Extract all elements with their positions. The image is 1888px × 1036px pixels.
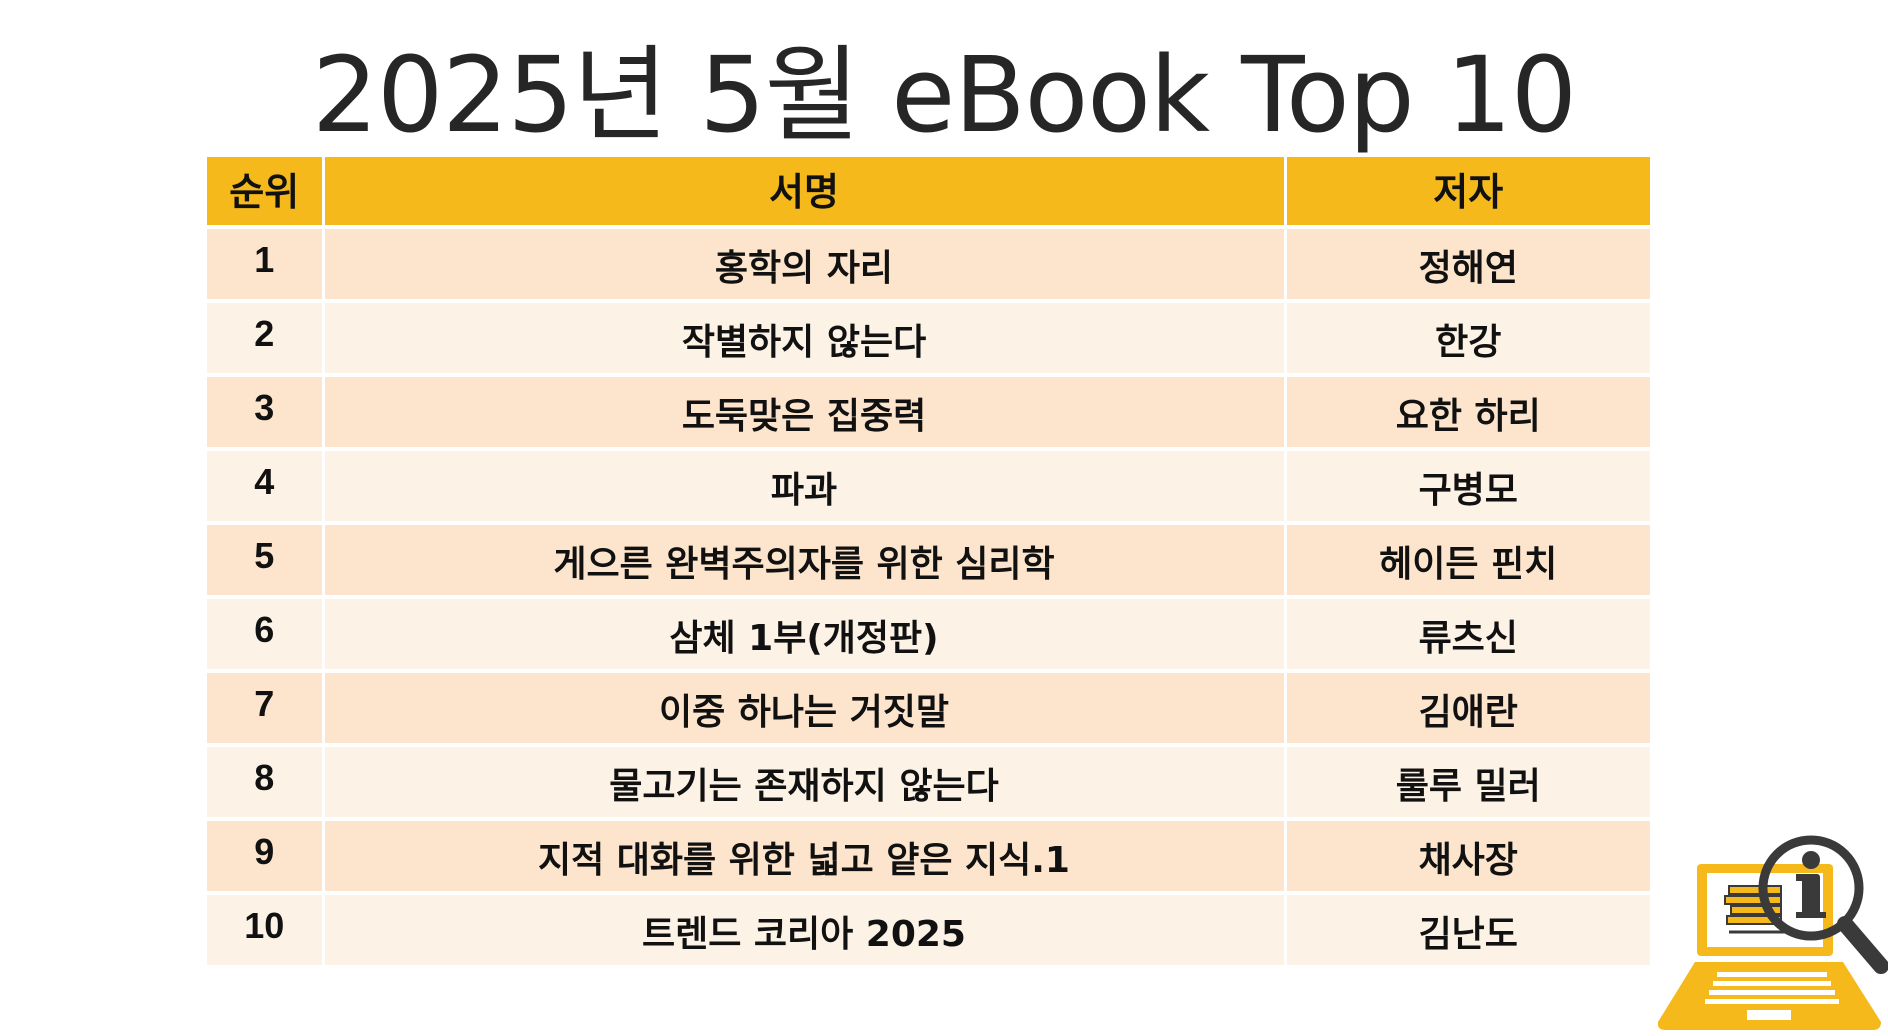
rank-cell: 2 <box>207 301 325 377</box>
title-cell: 지적 대화를 위한 넓고 얕은 지식.1 <box>323 819 1287 895</box>
author-cell: 한강 <box>1285 301 1650 377</box>
table-header: 순위 서명 저자 <box>207 157 1650 229</box>
author-cell: 구병모 <box>1285 449 1650 525</box>
table-row: 5 게으른 완벽주의자를 위한 심리학 헤이든 핀치 <box>207 523 1650 599</box>
rank-cell: 3 <box>207 375 325 451</box>
ebook-ranking-table: 순위 서명 저자 1 홍학의 자리 정해연 2 작별하지 않는다 한강 3 도둑… <box>207 157 1650 969</box>
table-row: 4 파과 구병모 <box>207 449 1650 525</box>
rank-cell: 6 <box>207 597 325 673</box>
table-row: 10 트렌드 코리아 2025 김난도 <box>207 893 1650 969</box>
title-cell: 삼체 1부(개정판) <box>323 597 1287 673</box>
title-cell: 도둑맞은 집중력 <box>323 375 1287 451</box>
laptop-book-search-info-icon <box>1655 828 1888 1032</box>
table-row: 3 도둑맞은 집중력 요한 하리 <box>207 375 1650 451</box>
rank-cell: 10 <box>207 893 325 969</box>
author-cell: 헤이든 핀치 <box>1285 523 1650 599</box>
rank-cell: 8 <box>207 745 325 821</box>
header-rank: 순위 <box>207 157 325 229</box>
author-cell: 요한 하리 <box>1285 375 1650 451</box>
table-body: 1 홍학의 자리 정해연 2 작별하지 않는다 한강 3 도둑맞은 집중력 요한… <box>207 227 1650 969</box>
rank-cell: 4 <box>207 449 325 525</box>
author-cell: 룰루 밀러 <box>1285 745 1650 821</box>
rank-cell: 1 <box>207 227 325 303</box>
author-cell: 김애란 <box>1285 671 1650 747</box>
table-row: 6 삼체 1부(개정판) 류츠신 <box>207 597 1650 673</box>
page-title: 2025년 5월 eBook Top 10 <box>311 34 1577 156</box>
rank-cell: 9 <box>207 819 325 895</box>
title-cell: 파과 <box>323 449 1287 525</box>
table-row: 9 지적 대화를 위한 넓고 얕은 지식.1 채사장 <box>207 819 1650 895</box>
title-cell: 물고기는 존재하지 않는다 <box>323 745 1287 821</box>
author-cell: 류츠신 <box>1285 597 1650 673</box>
header-title: 서명 <box>323 157 1287 229</box>
author-cell: 채사장 <box>1285 819 1650 895</box>
title-cell: 트렌드 코리아 2025 <box>323 893 1287 969</box>
table-header-row: 순위 서명 저자 <box>207 157 1650 229</box>
table-row: 7 이중 하나는 거짓말 김애란 <box>207 671 1650 747</box>
table-row: 8 물고기는 존재하지 않는다 룰루 밀러 <box>207 745 1650 821</box>
title-cell: 게으른 완벽주의자를 위한 심리학 <box>323 523 1287 599</box>
title-cell: 작별하지 않는다 <box>323 301 1287 377</box>
title-cell: 이중 하나는 거짓말 <box>323 671 1287 747</box>
title-cell: 홍학의 자리 <box>323 227 1287 303</box>
author-cell: 정해연 <box>1285 227 1650 303</box>
rank-cell: 5 <box>207 523 325 599</box>
author-cell: 김난도 <box>1285 893 1650 969</box>
rank-cell: 7 <box>207 671 325 747</box>
table-row: 2 작별하지 않는다 한강 <box>207 301 1650 377</box>
table-row: 1 홍학의 자리 정해연 <box>207 227 1650 303</box>
header-author: 저자 <box>1285 157 1650 229</box>
ebook-ranking-table-container: 순위 서명 저자 1 홍학의 자리 정해연 2 작별하지 않는다 한강 3 도둑… <box>207 157 1650 969</box>
